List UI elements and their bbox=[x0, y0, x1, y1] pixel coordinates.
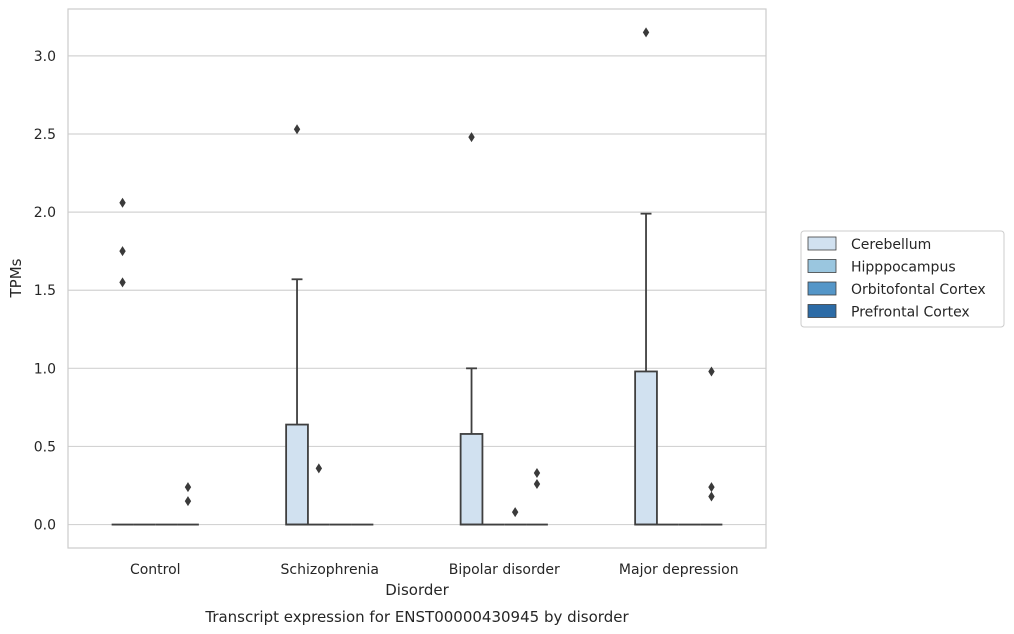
box-body bbox=[459, 433, 484, 526]
legend-swatch bbox=[807, 281, 837, 296]
legend: Cerebellum Hipppocampus Orbitofontal Corte… bbox=[800, 230, 1005, 328]
box-cerebellum bbox=[111, 197, 134, 526]
legend-swatch bbox=[807, 304, 837, 318]
outlier-point bbox=[642, 27, 650, 38]
outlier-point bbox=[708, 491, 715, 502]
legend-swatch bbox=[807, 259, 837, 273]
box-hipppocampus bbox=[307, 463, 330, 526]
chart-title: Transcript expression for ENST0000043094… bbox=[204, 608, 629, 626]
legend-label: Hipppocampus bbox=[851, 260, 956, 276]
y-tick-label: 1.0 bbox=[34, 361, 56, 377]
outlier-point bbox=[119, 197, 126, 208]
outlier-point bbox=[184, 496, 192, 507]
y-tick-label: 0.5 bbox=[34, 439, 56, 455]
legend-swatch bbox=[807, 236, 837, 251]
legend-items: Cerebellum Hipppocampus Orbitofontal Corte… bbox=[807, 236, 986, 321]
box-prefrontal-cortex bbox=[700, 366, 723, 526]
outlier-point bbox=[708, 482, 715, 493]
box-prefrontal-cortex bbox=[177, 482, 199, 526]
box-cerebellum bbox=[285, 124, 309, 526]
y-tick-label: 2.5 bbox=[34, 127, 56, 143]
outlier-point bbox=[293, 124, 301, 135]
outlier-point bbox=[119, 277, 126, 288]
outlier-point bbox=[511, 507, 519, 518]
legend-frame bbox=[800, 230, 1005, 328]
x-tick-label: Bipolar disorder bbox=[449, 562, 560, 578]
x-axis-ticks: Control Schizophrenia Bipolar disorder Majo… bbox=[130, 562, 739, 578]
box-orbitofontal-cortex bbox=[504, 507, 527, 526]
box-body bbox=[634, 370, 658, 526]
legend-label: Cerebellum bbox=[851, 237, 931, 253]
y-axis-title: TPMs bbox=[7, 258, 25, 298]
box-body bbox=[285, 423, 309, 526]
outlier-point bbox=[533, 478, 541, 489]
y-tick-label: 1.5 bbox=[34, 283, 56, 299]
gridlines bbox=[68, 55, 766, 526]
outlier-point bbox=[119, 246, 126, 257]
legend-label: Orbitofontal Cortex bbox=[851, 282, 986, 298]
legend-label: Prefrontal Cortex bbox=[851, 305, 970, 321]
outlier-point bbox=[708, 366, 715, 377]
plot-area-frame bbox=[67, 8, 767, 549]
outlier-point bbox=[468, 132, 475, 143]
box-prefrontal-cortex bbox=[526, 468, 548, 526]
box-cerebellum bbox=[634, 27, 658, 526]
outlier-point bbox=[533, 468, 541, 479]
y-tick-label: 3.0 bbox=[34, 49, 56, 65]
x-tick-label: Major depression bbox=[619, 562, 739, 578]
y-tick-label: 0.0 bbox=[34, 518, 56, 534]
outlier-point bbox=[184, 482, 192, 493]
outlier-point bbox=[315, 463, 323, 474]
x-tick-label: Schizophrenia bbox=[281, 562, 379, 578]
y-tick-label: 2.0 bbox=[34, 205, 56, 221]
x-tick-label: Control bbox=[130, 562, 181, 578]
boxes bbox=[111, 27, 723, 526]
x-axis-title: Disorder bbox=[385, 581, 449, 599]
y-axis-ticks: 0.0 0.5 1.0 1.5 2.0 2.5 3.0 bbox=[34, 49, 56, 534]
box-cerebellum bbox=[459, 132, 484, 526]
